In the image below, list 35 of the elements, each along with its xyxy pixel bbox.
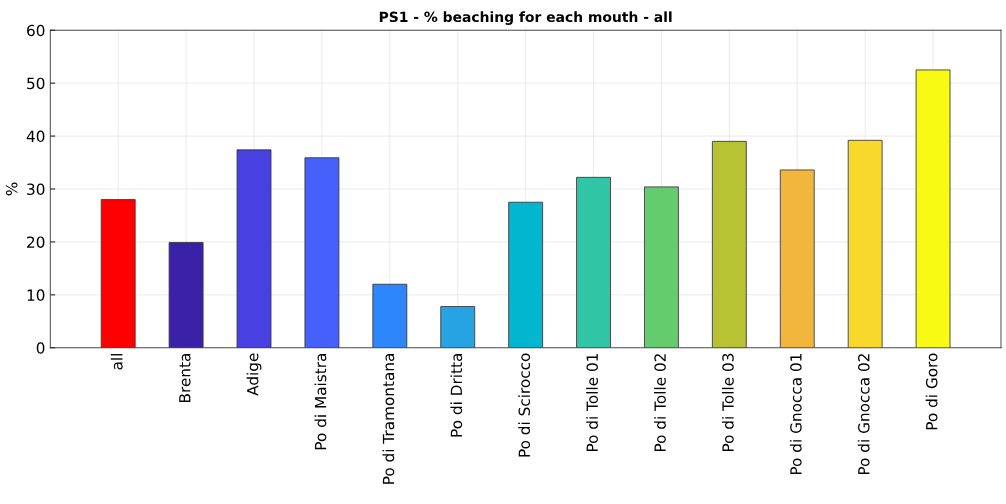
- x-tick-label: Adige: [246, 353, 262, 396]
- y-tick-label: 20: [27, 236, 45, 248]
- y-tick-label: 10: [27, 289, 45, 301]
- x-tick-label: Po di Tramontana: [382, 354, 395, 484]
- x-tick-label: Po di Gnocca 02: [857, 354, 870, 475]
- x-tick-label: Po di Maistra: [314, 354, 327, 450]
- bar: [576, 176, 611, 348]
- y-tick-label: 50: [27, 77, 45, 90]
- bar: [440, 306, 476, 348]
- bar: [779, 169, 815, 348]
- y-tick-label: 60: [27, 24, 45, 37]
- bar: [372, 283, 408, 348]
- y-tick-label: 40: [26, 130, 45, 143]
- x-tick-label: all: [110, 354, 123, 370]
- x-tick-label: Po di Gnocca 01: [789, 354, 802, 475]
- x-tick-label: Po di Goro: [925, 353, 938, 430]
- y-tick-label: 0: [36, 342, 45, 354]
- bar: [100, 199, 136, 348]
- bar: [508, 201, 544, 348]
- x-tick-label: Po di Tolle 02: [654, 354, 666, 452]
- x-tick-label: Po di Scirocco: [518, 353, 531, 457]
- y-tick-label: 30: [27, 183, 45, 196]
- y-axis-title: %: [5, 182, 18, 196]
- bar: [168, 242, 204, 348]
- bar: [644, 186, 679, 348]
- bar: [711, 140, 747, 348]
- bar: [915, 69, 951, 348]
- bar: [236, 149, 272, 348]
- x-tick-label: Po di Dritta: [450, 354, 463, 437]
- bar: [847, 139, 883, 348]
- chart-title: PS1 - % beaching for each mouth - all: [379, 11, 672, 25]
- bar: [304, 157, 340, 348]
- x-tick-label: Po di Tolle 03: [721, 353, 734, 452]
- x-tick-label: Po di Tolle 01: [586, 354, 598, 452]
- x-tick-label: Brenta: [179, 354, 191, 402]
